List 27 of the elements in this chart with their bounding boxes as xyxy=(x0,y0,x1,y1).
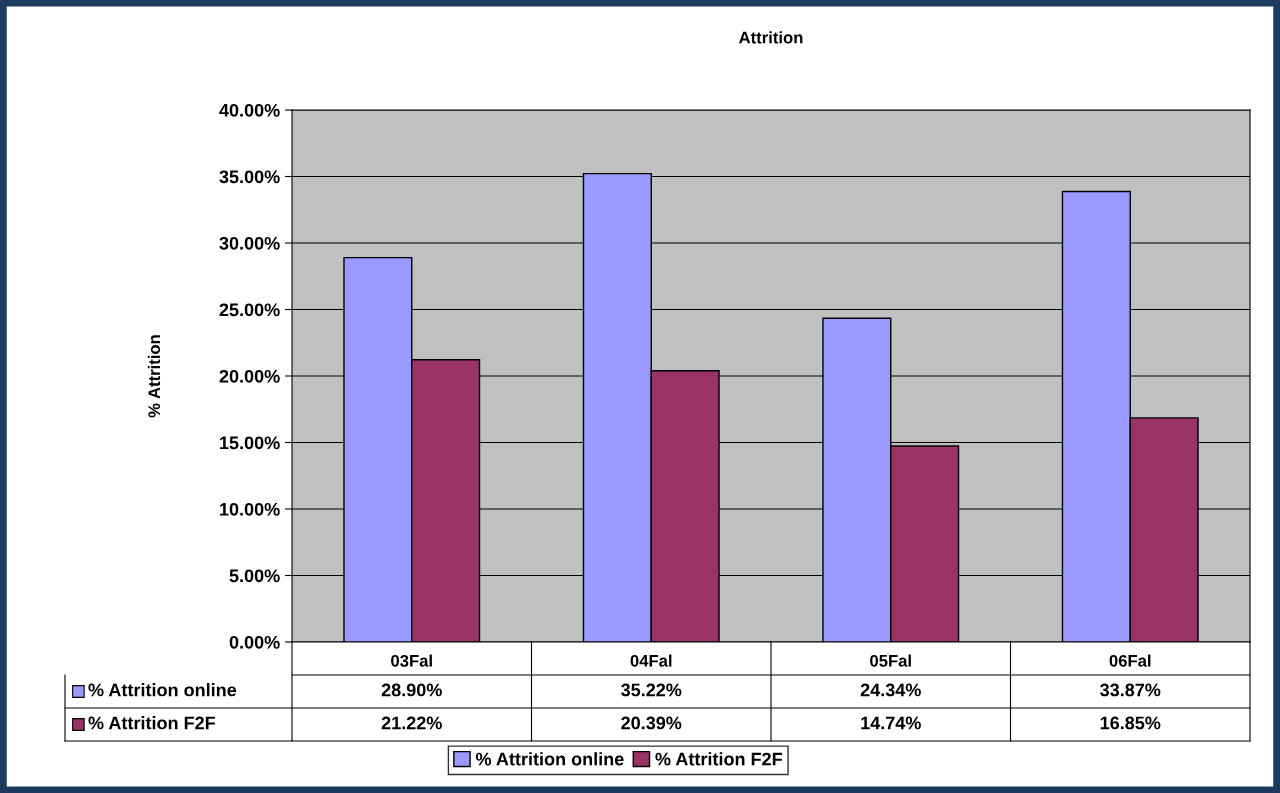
y-tick-label: 20.00% xyxy=(219,369,280,383)
data-label: 28.90% xyxy=(381,683,442,697)
data-label: 33.87% xyxy=(1100,683,1161,697)
data-label: 16.85% xyxy=(1100,716,1161,730)
x-tick-label: 06Fal xyxy=(1109,654,1151,667)
y-tick-label: 35.00% xyxy=(219,170,280,184)
y-tick-label: 10.00% xyxy=(220,502,280,516)
x-tick-label: 03Fal xyxy=(391,654,432,667)
y-tick-label: 25.00% xyxy=(219,303,280,317)
data-label: 21.22% xyxy=(381,716,442,730)
text: % Attrition online xyxy=(88,683,237,697)
data-label: 20.39% xyxy=(621,716,682,730)
y-tick-label: 40.00% xyxy=(219,103,280,117)
data-label: 14.74% xyxy=(861,716,921,730)
y-axis-title: % Attrition xyxy=(147,335,161,418)
x-tick-label: 05Fal xyxy=(870,654,911,667)
y-tick-label: 30.00% xyxy=(219,236,280,250)
y-tick-label: 0.00% xyxy=(229,635,280,649)
x-tick-label: 04Fal xyxy=(630,654,672,667)
legend-label: % Attrition F2F xyxy=(655,752,782,766)
chart-title: Attrition xyxy=(739,31,803,44)
data-label: 24.34% xyxy=(860,683,921,697)
y-tick-label: 5.00% xyxy=(229,569,280,583)
legend-label: % Attrition online xyxy=(475,752,624,766)
data-label: 35.22% xyxy=(621,683,682,697)
y-tick-label: 15.00% xyxy=(220,436,280,450)
text: % Attrition F2F xyxy=(88,716,216,730)
